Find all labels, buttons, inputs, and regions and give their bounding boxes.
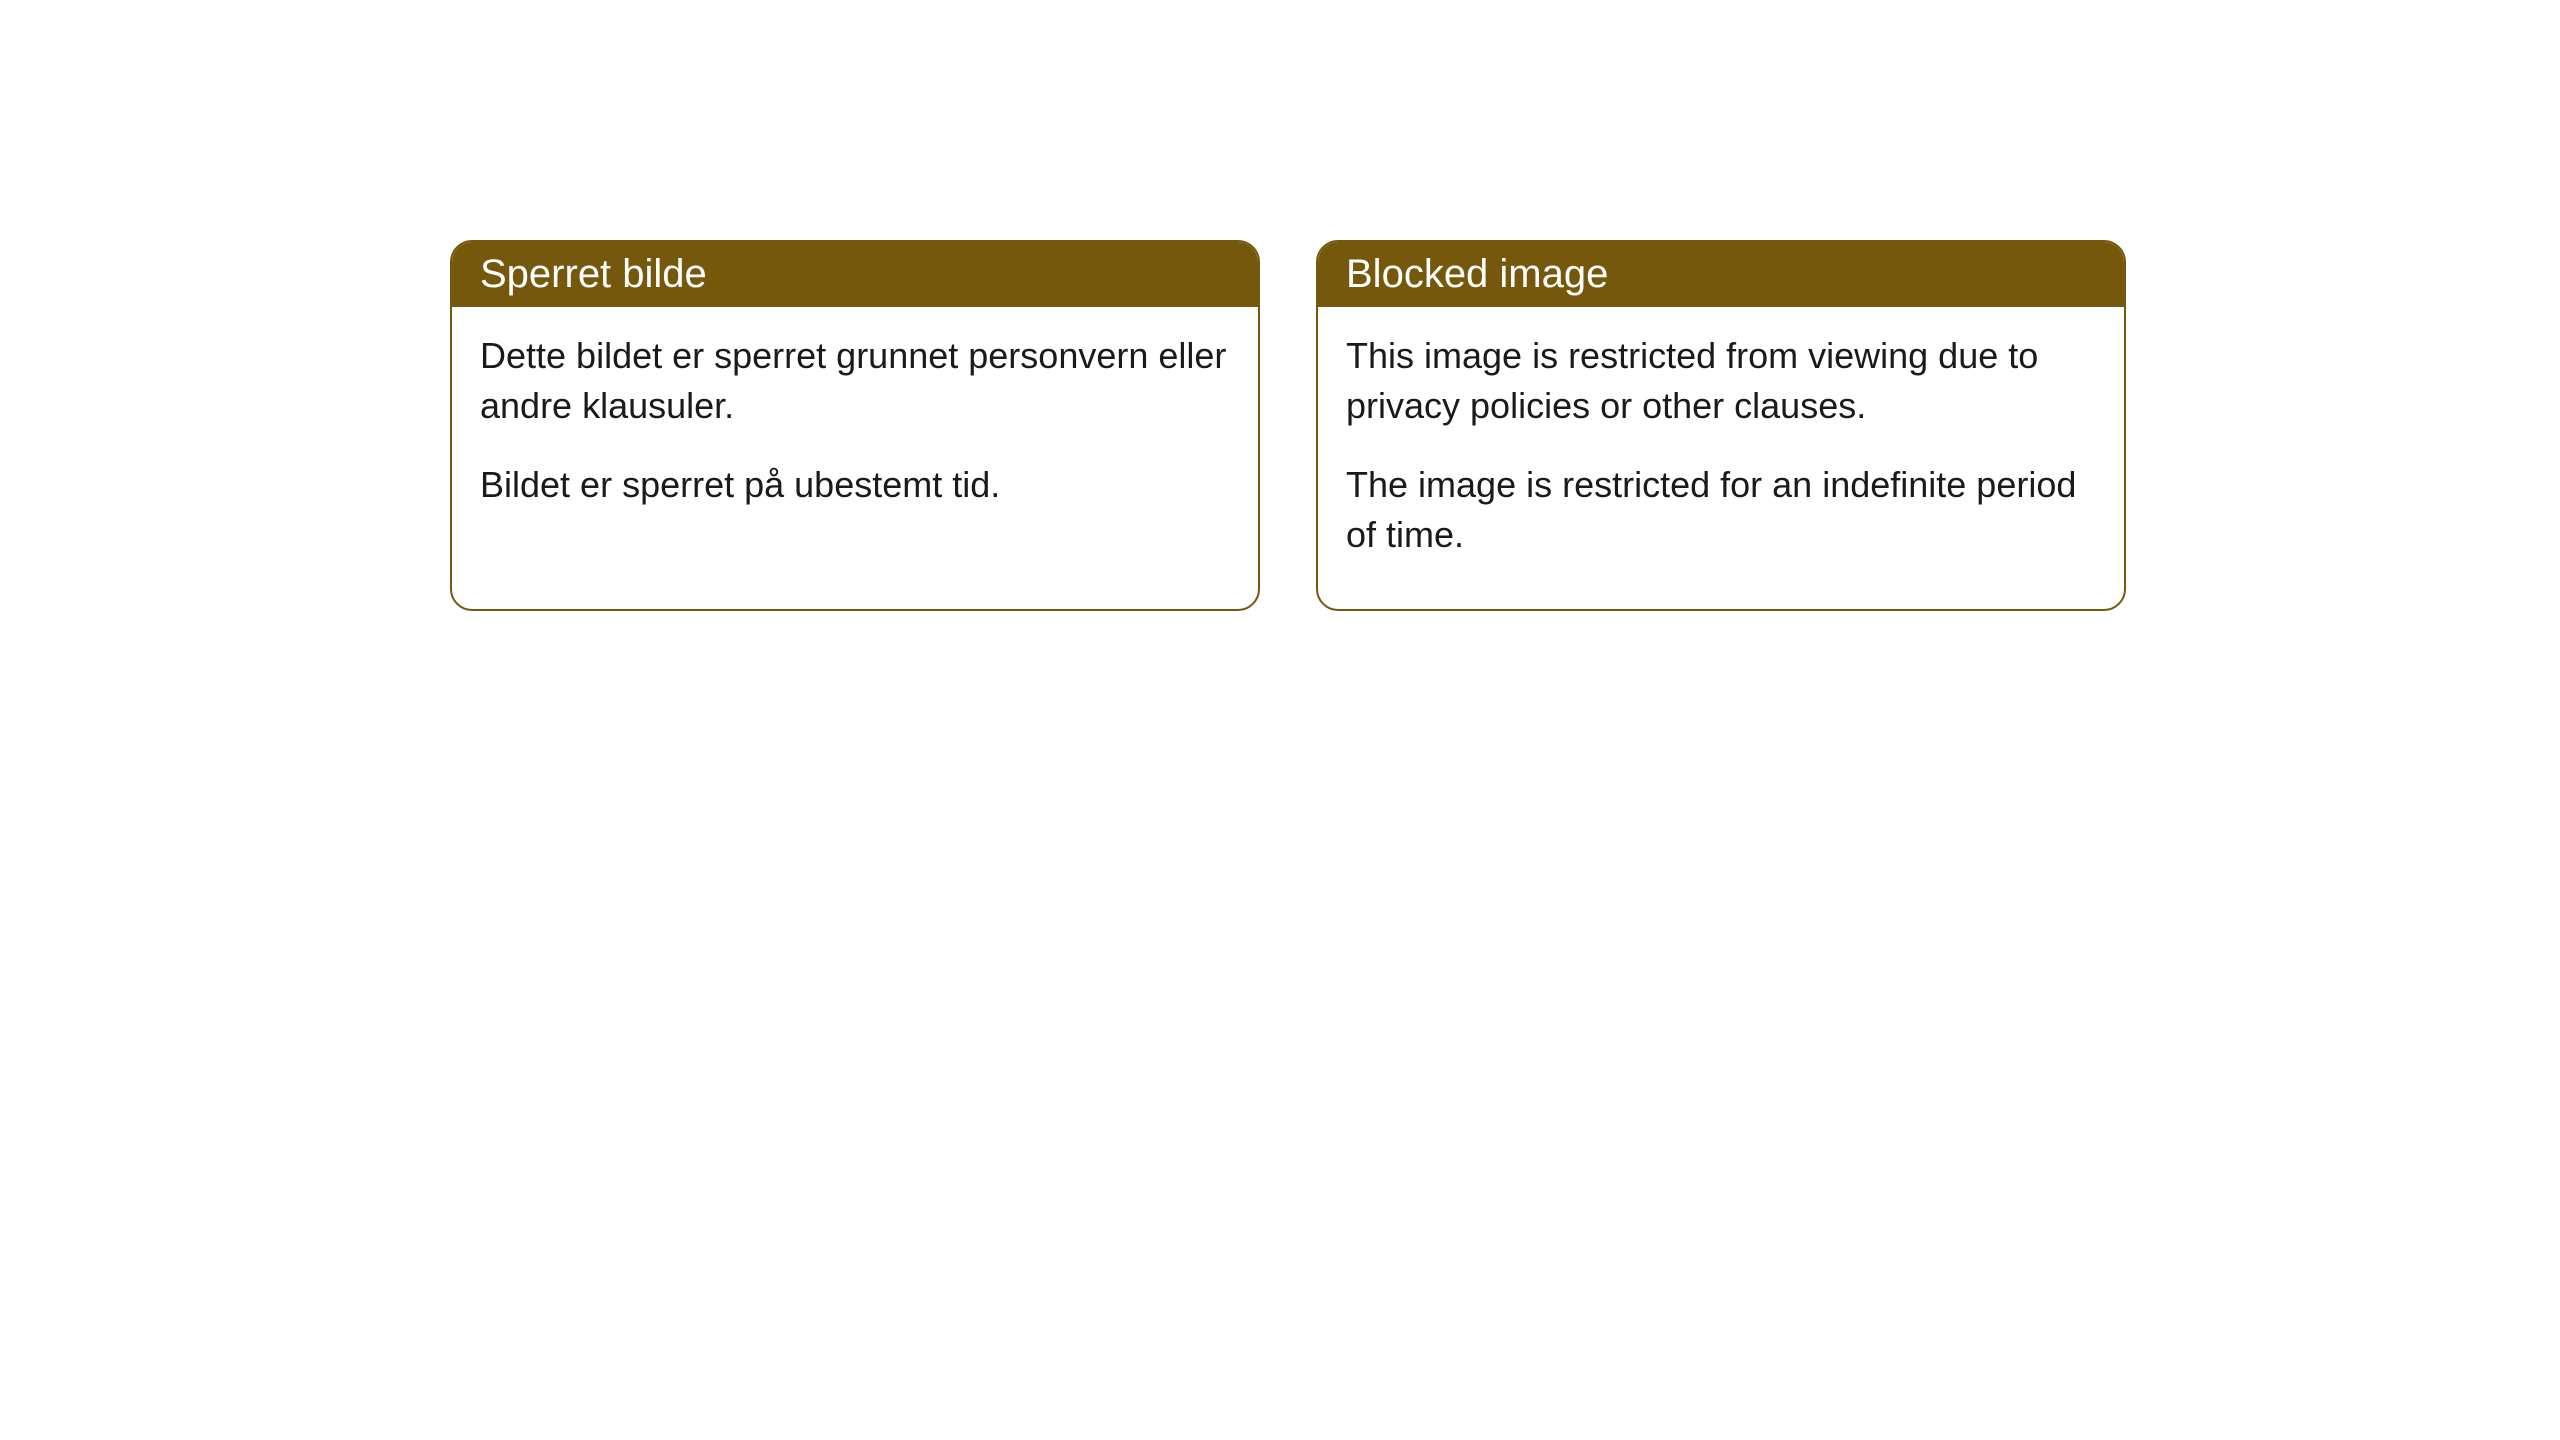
notice-text-line: This image is restricted from viewing du… [1346,331,2096,432]
card-body: This image is restricted from viewing du… [1318,307,2124,609]
blocked-image-card-no: Sperret bilde Dette bildet er sperret gr… [450,240,1260,611]
notice-text-line: Dette bildet er sperret grunnet personve… [480,331,1230,432]
card-body: Dette bildet er sperret grunnet personve… [452,307,1258,558]
blocked-image-card-en: Blocked image This image is restricted f… [1316,240,2126,611]
notice-cards-container: Sperret bilde Dette bildet er sperret gr… [450,240,2126,611]
card-header: Blocked image [1318,242,2124,307]
notice-text-line: Bildet er sperret på ubestemt tid. [480,460,1230,510]
card-header: Sperret bilde [452,242,1258,307]
notice-text-line: The image is restricted for an indefinit… [1346,460,2096,561]
